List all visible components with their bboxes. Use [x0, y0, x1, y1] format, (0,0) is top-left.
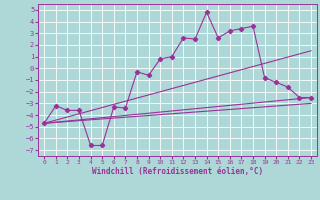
X-axis label: Windchill (Refroidissement éolien,°C): Windchill (Refroidissement éolien,°C): [92, 167, 263, 176]
